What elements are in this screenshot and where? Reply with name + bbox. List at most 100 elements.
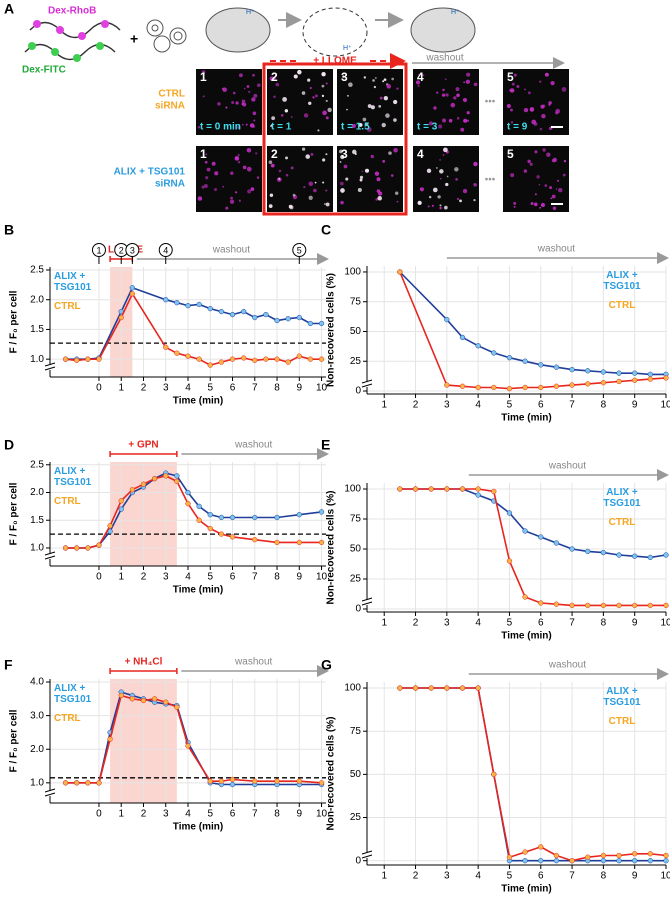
spot: [310, 152, 314, 156]
spot: [348, 82, 353, 88]
point: [522, 594, 528, 600]
point: [647, 376, 653, 382]
point: [229, 781, 236, 788]
spot: [523, 169, 528, 173]
point: [491, 384, 497, 391]
x-tick-label: 3: [444, 618, 450, 629]
x-tick-label: 10: [660, 400, 670, 411]
marker-label: 1: [96, 245, 101, 255]
point: [506, 854, 513, 860]
spot: [303, 113, 309, 118]
spot: [308, 181, 314, 187]
spot: [529, 162, 533, 166]
y-tick-label: 75: [350, 514, 362, 525]
point: [252, 357, 258, 364]
x-tick-label: 10: [316, 809, 328, 820]
spot: [396, 87, 399, 90]
spot: [250, 187, 255, 192]
legend-entry: ALIX + TSG101: [603, 487, 640, 509]
spot: [322, 158, 326, 162]
point: [207, 778, 213, 784]
spot: [321, 84, 325, 88]
treatment-ends: [109, 668, 178, 674]
x-tick-label: 8: [601, 618, 607, 629]
point: [218, 359, 225, 365]
beads: [28, 42, 104, 62]
spot: [393, 118, 397, 122]
axis-break: [361, 597, 373, 606]
point: [296, 512, 302, 518]
point: [444, 316, 450, 323]
x-tick-label: 10: [660, 871, 670, 882]
point: [218, 531, 225, 537]
x-tick-label: 7: [252, 809, 258, 820]
point: [600, 380, 607, 386]
spot: [510, 121, 514, 124]
axis-break: [44, 788, 56, 797]
spot: [385, 113, 390, 118]
spot: [214, 171, 219, 176]
spot: [307, 78, 311, 82]
spot: [463, 118, 468, 123]
washout-label: washout: [548, 660, 586, 671]
point: [632, 602, 638, 609]
spot: [396, 200, 399, 203]
spot: [340, 154, 345, 160]
spot: [376, 189, 381, 193]
x-tick-label: 6: [538, 618, 544, 629]
point: [129, 487, 136, 493]
x-tick-label: 9: [632, 871, 638, 882]
point: [229, 514, 236, 521]
spot: [205, 153, 208, 156]
spot: [347, 95, 349, 97]
x-tick-label: 6: [538, 871, 544, 882]
treatment-ends: [109, 451, 178, 457]
x-axis-label: Time (min): [501, 884, 551, 895]
point: [196, 356, 202, 362]
point: [163, 297, 169, 303]
spot: [370, 105, 375, 110]
axis-break: [361, 850, 373, 859]
point: [240, 355, 247, 361]
spot: [546, 152, 551, 157]
vesicles: [146, 19, 187, 53]
spot: [290, 116, 293, 118]
x-tick-label: 9: [297, 809, 303, 820]
x-tick-label: 6: [230, 809, 236, 820]
spot: [317, 129, 320, 132]
spot: [324, 203, 326, 205]
spot: [378, 104, 382, 108]
spot: [443, 147, 448, 153]
spot: [539, 206, 542, 209]
series-line: [399, 271, 666, 376]
spot: [253, 93, 258, 98]
spot: [256, 176, 260, 179]
y-axis-label: F / F₀ per cell: [9, 482, 20, 545]
spot: [524, 88, 526, 91]
point: [553, 852, 560, 859]
point: [585, 602, 591, 609]
spot: [361, 170, 364, 173]
point: [118, 498, 124, 504]
point: [428, 685, 434, 691]
y-tick-label: 50: [350, 769, 362, 780]
spot: [542, 104, 546, 108]
spot: [539, 80, 542, 83]
point: [207, 305, 213, 312]
spot: [527, 91, 531, 95]
spot: [462, 188, 468, 194]
spot: [446, 175, 449, 178]
marker-label: 2: [119, 245, 124, 255]
point: [444, 486, 450, 492]
spot: [454, 167, 459, 172]
point: [600, 602, 607, 609]
spot: [466, 72, 471, 77]
point: [185, 353, 191, 359]
point: [174, 300, 180, 306]
point: [285, 359, 291, 365]
point: [616, 552, 622, 558]
y-tick-label: 2.5: [30, 265, 44, 276]
point: [569, 382, 575, 388]
spot: [534, 150, 538, 154]
spot: [197, 125, 201, 129]
